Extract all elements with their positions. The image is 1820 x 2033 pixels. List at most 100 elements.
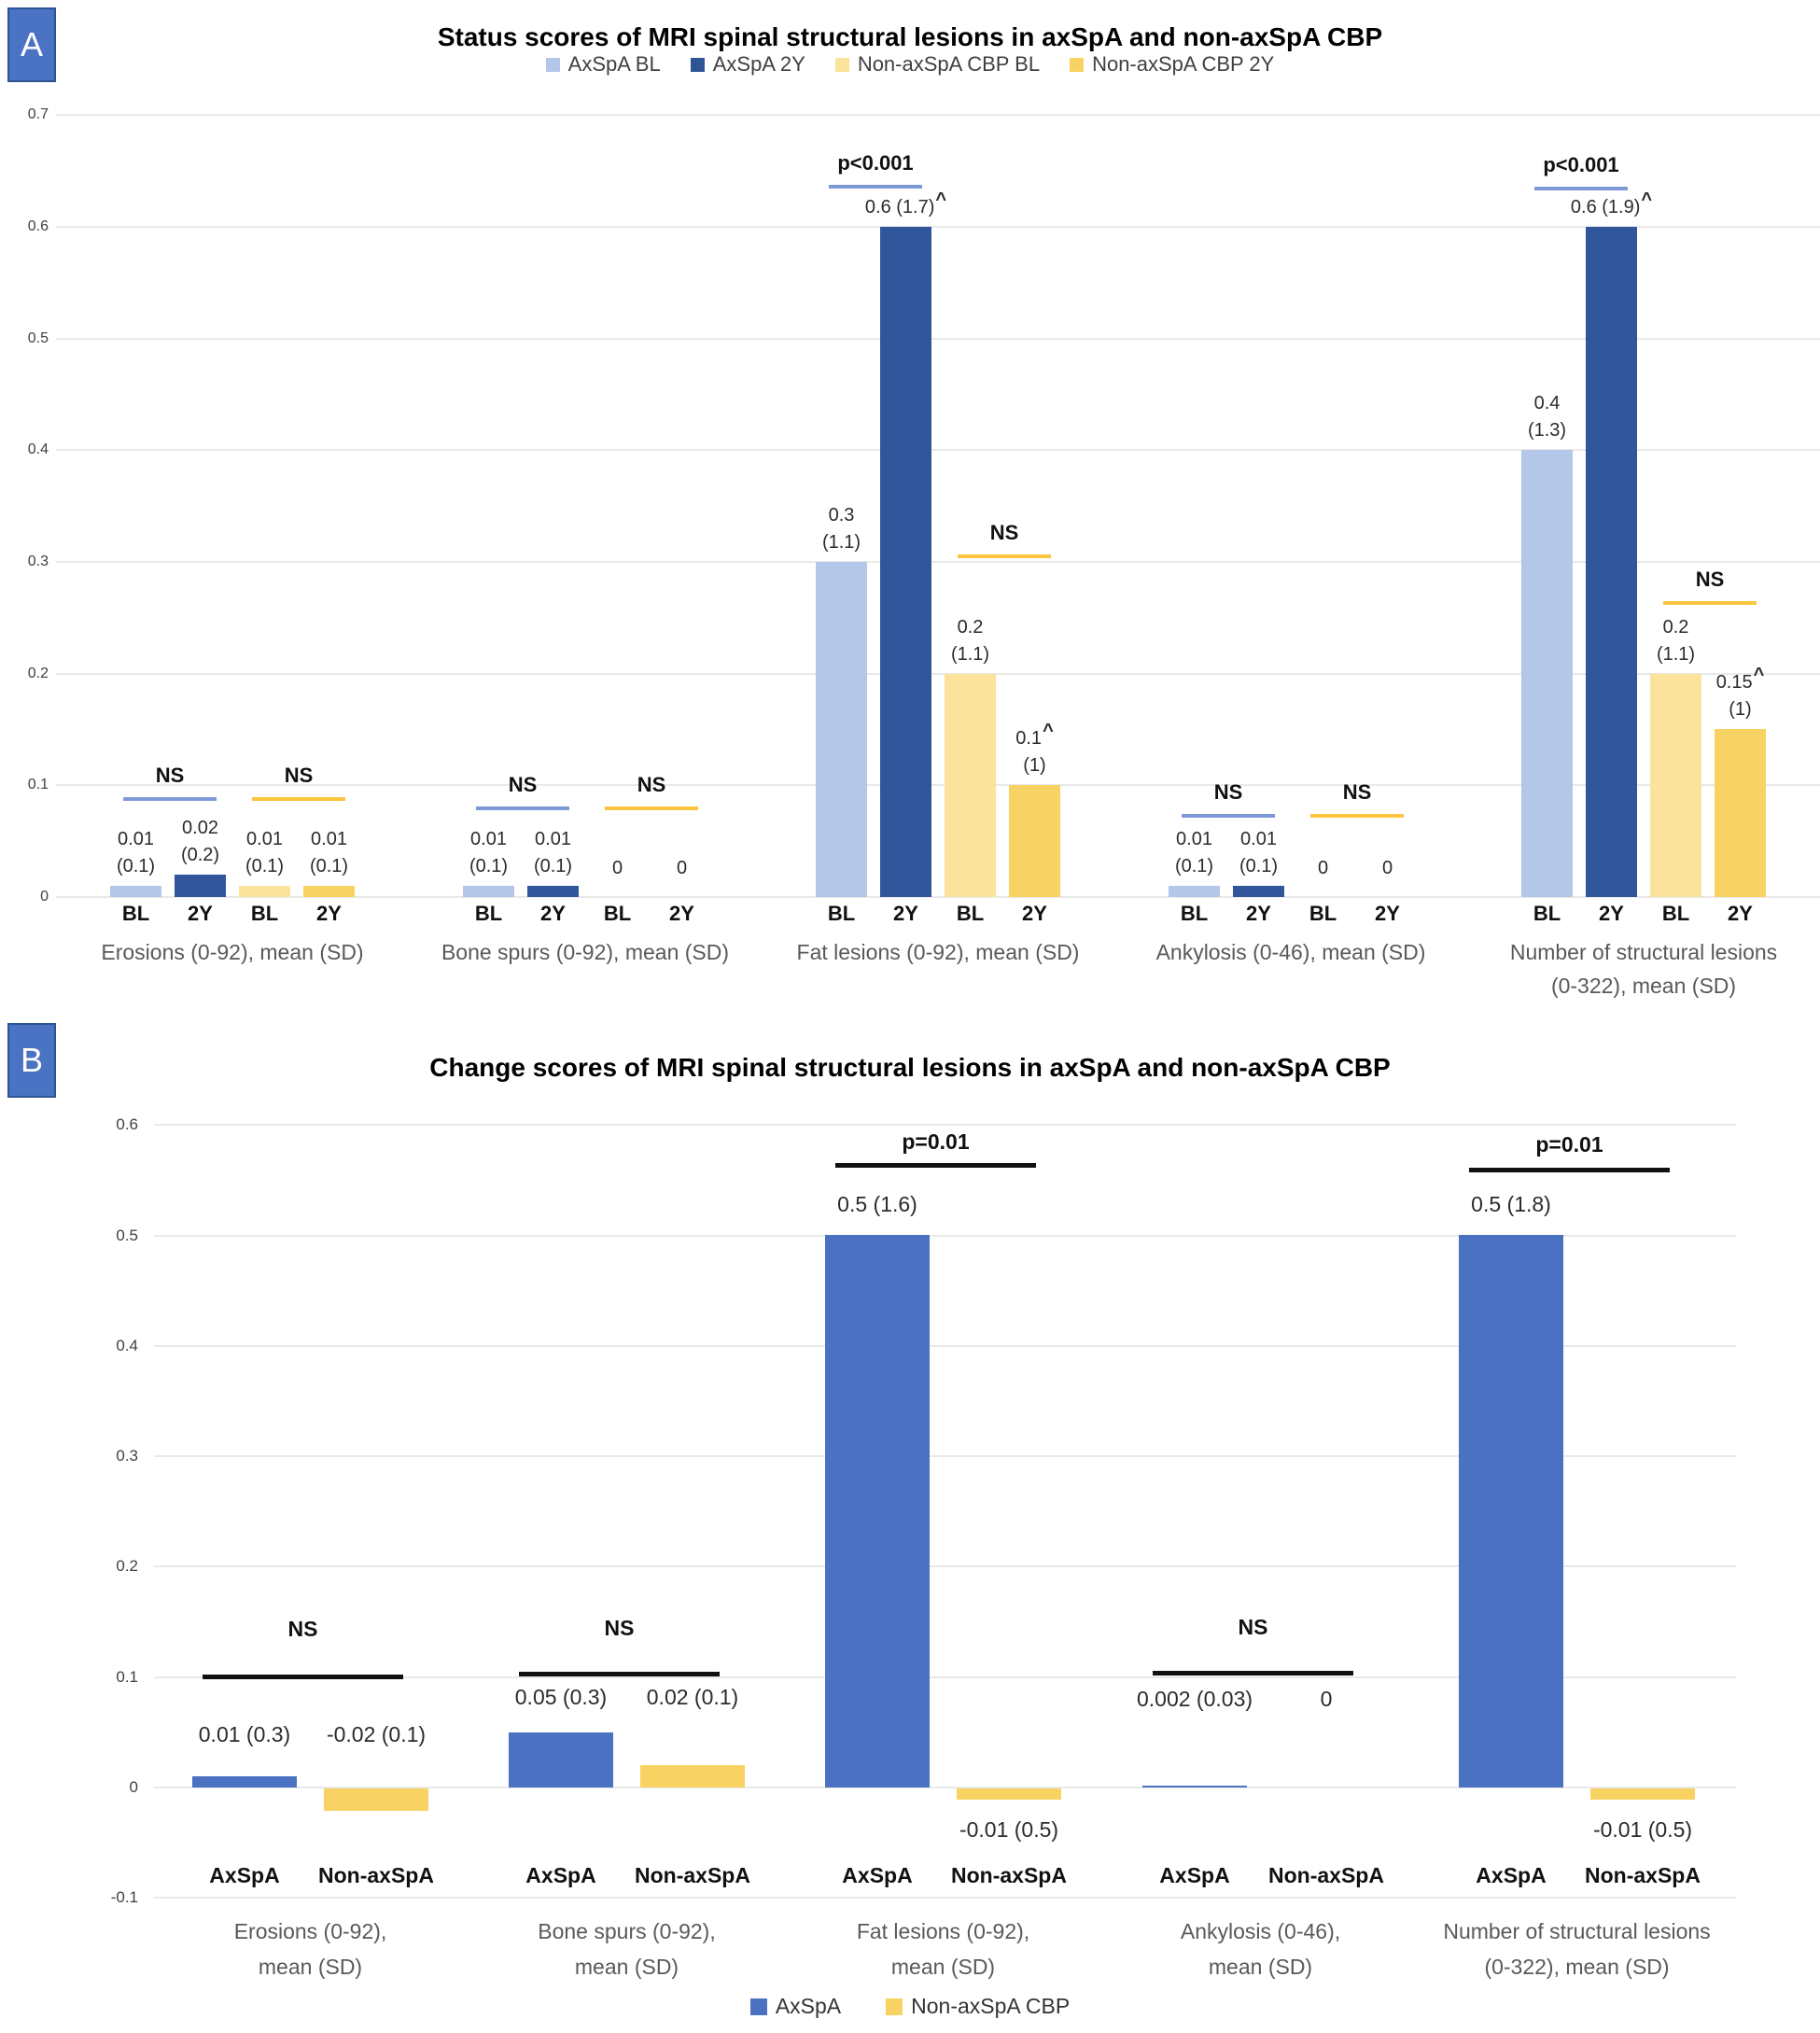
group-axis-label: Ankylosis (0-46), mean (SD) — [1180, 1919, 1341, 1979]
x-tick-label: Non-axSpA — [1268, 1863, 1384, 1887]
gridline — [56, 114, 1820, 116]
bar-axspa-2y — [880, 227, 931, 897]
significance-label: NS — [604, 1616, 635, 1640]
bar-value-label: 0 — [1381, 858, 1393, 878]
bar-value-label: 0.15^ (1) — [1715, 664, 1765, 720]
legend-swatch — [1070, 57, 1085, 72]
significance-line — [1534, 187, 1628, 190]
bar-non-axspa-cbp-bl — [945, 674, 996, 897]
panel-b-badge: B — [7, 1023, 56, 1098]
bar-value-label: 0.6 (1.9)^ — [1570, 189, 1653, 217]
x-tick-label: BL — [1309, 902, 1337, 925]
bar-value-label: 0.01 (0.1) — [1239, 829, 1279, 876]
group-axis-label: Fat lesions (0-92), mean (SD) — [796, 940, 1080, 964]
bar-value-label: -0.02 (0.1) — [326, 1722, 427, 1746]
legend: AxSpA Non-axSpA CBP — [0, 1994, 1820, 2019]
y-axis-tick-label: 0.2 — [27, 666, 49, 681]
bar-value-label: 0.01 (0.1) — [533, 829, 573, 876]
bar-value-label: -0.01 (0.5) — [959, 1817, 1059, 1842]
y-axis-tick-label: 0.4 — [27, 442, 49, 457]
gridline — [154, 1565, 1736, 1567]
significance-line — [519, 1672, 720, 1676]
significance-line — [835, 1163, 1036, 1168]
bar-value-label: 0.3 (1.1) — [821, 505, 861, 553]
significance-label: p<0.001 — [837, 151, 914, 175]
bar-value-label: 0 — [1317, 858, 1329, 878]
legend: AxSpA BL AxSpA 2Y Non-axSpA CBP BL Non-axSp… — [0, 52, 1820, 77]
significance-label: NS — [287, 1617, 318, 1641]
significance-line — [1310, 814, 1404, 818]
x-tick-label: 2Y — [188, 902, 213, 925]
significance-line — [958, 554, 1051, 558]
y-axis-tick-label: -0.1 — [110, 1888, 138, 1906]
bar-value-label: 0.2 (1.1) — [1656, 617, 1696, 665]
x-tick-label: BL — [603, 902, 632, 925]
bar-axspa — [509, 1732, 613, 1788]
bar-axspa-bl — [816, 562, 867, 897]
significance-label: NS — [1695, 568, 1725, 591]
significance-line — [1663, 601, 1757, 605]
significance-label: p=0.01 — [902, 1129, 970, 1154]
y-axis-tick-label: 0.7 — [27, 106, 49, 122]
legend-label: AxSpA — [775, 1994, 842, 2018]
legend-item: Non-axSpA CBP — [886, 1994, 1070, 2019]
bar-axspa-2y — [1586, 227, 1637, 897]
group-axis-label: Bone spurs (0-92), mean (SD) — [538, 1919, 716, 1979]
bar-value-label: 0.01 (0.1) — [1174, 829, 1214, 876]
gridline — [56, 784, 1820, 786]
legend-label: Non-axSpA CBP BL — [857, 52, 1041, 76]
bar-non-axspa-cbp-bl — [1650, 674, 1701, 897]
caret-superscript: ^ — [1641, 189, 1653, 210]
x-tick-label: BL — [1180, 902, 1209, 925]
bar-axspa — [192, 1776, 297, 1788]
panel-a-badge: A — [7, 7, 56, 82]
panel-a-title: Status scores of MRI spinal structural l… — [437, 22, 1383, 51]
group-axis-label: Number of structural lesions (0-322), mea… — [1509, 940, 1778, 998]
x-tick-label: 2Y — [1728, 902, 1753, 925]
bar-value-label: 0.4 (1.3) — [1527, 393, 1567, 441]
bar-value-label: 0.02 (0.2) — [180, 818, 220, 865]
bar-value-label: -0.01 (0.5) — [1592, 1817, 1693, 1842]
gridline — [154, 1676, 1736, 1678]
group-axis-label: Fat lesions (0-92), mean (SD) — [856, 1919, 1030, 1979]
legend-swatch — [690, 57, 705, 72]
bar-value-label: 0.2 (1.1) — [950, 617, 990, 665]
bar-axspa-bl — [463, 886, 514, 897]
significance-label: NS — [637, 773, 666, 796]
bar-value-label: 0.5 (1.8) — [1471, 1192, 1551, 1216]
bar-non-axspa-cbp-bl — [239, 886, 290, 897]
y-axis-tick-label: 0 — [40, 889, 49, 904]
group-axis-label: Number of structural lesions (0-322), mea… — [1443, 1919, 1711, 1979]
y-axis-tick-label: 0.3 — [27, 554, 49, 569]
panel-b-title: Change scores of MRI spinal structural l… — [429, 1053, 1391, 1082]
x-tick-label: BL — [121, 902, 150, 925]
x-tick-label: BL — [474, 902, 503, 925]
bar-value-label: 0 — [611, 858, 623, 878]
significance-label: NS — [284, 764, 314, 787]
group-axis-label: Erosions (0-92), mean (SD) — [233, 1919, 387, 1979]
y-axis-tick-label: 0.3 — [116, 1447, 138, 1465]
x-tick-label: 2Y — [1375, 902, 1400, 925]
bar-value-label: 0.02 (0.1) — [646, 1685, 739, 1709]
bar-non-axspa-cbp — [324, 1788, 428, 1811]
x-tick-label: BL — [827, 902, 856, 925]
bar-axspa-bl — [1169, 886, 1220, 897]
gridline — [154, 1787, 1736, 1788]
x-tick-label: BL — [956, 902, 985, 925]
bar-axspa — [1142, 1786, 1247, 1788]
bar-value-label: 0.01 (0.1) — [309, 829, 349, 876]
x-tick-label: Non-axSpA — [635, 1863, 750, 1887]
bar-value-label: 0.01 (0.1) — [245, 829, 285, 876]
x-tick-label: AxSpA — [1159, 1863, 1230, 1887]
bar-axspa-2y — [175, 875, 226, 897]
y-axis-tick-label: 0 — [129, 1778, 138, 1796]
caret-superscript: ^ — [1753, 664, 1765, 685]
bar-axspa-2y — [527, 886, 579, 897]
significance-label: p=0.01 — [1535, 1132, 1603, 1157]
legend-swatch — [545, 57, 560, 72]
significance-line — [203, 1675, 403, 1679]
x-tick-label: AxSpA — [209, 1863, 280, 1887]
bar-value-label: 0.05 (0.3) — [514, 1685, 608, 1709]
significance-label: NS — [1213, 780, 1243, 804]
